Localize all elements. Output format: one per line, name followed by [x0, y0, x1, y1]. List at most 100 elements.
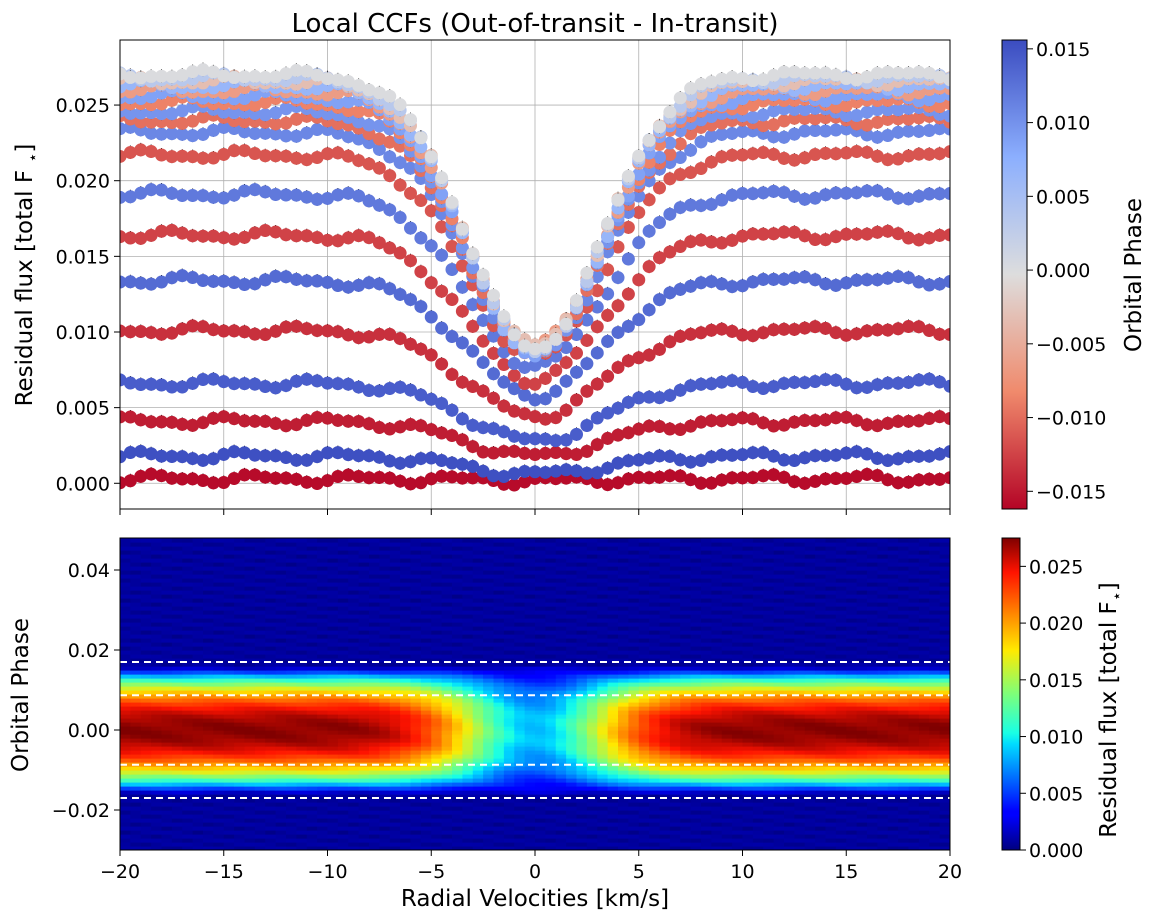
heatmap-cell	[493, 758, 505, 763]
heatmap-cell	[151, 786, 163, 791]
heatmap-cell	[877, 798, 889, 803]
heatmap-cell	[420, 806, 432, 811]
ccf-point	[570, 293, 583, 307]
heatmap-cell	[898, 794, 910, 799]
heatmap-cell	[306, 830, 318, 835]
heatmap-cell	[317, 798, 329, 803]
heatmap-cell	[659, 842, 671, 847]
heatmap-cell	[618, 766, 629, 771]
ccf-point	[912, 320, 926, 334]
heatmap-cell	[638, 806, 650, 811]
heatmap-cell	[254, 842, 266, 847]
heatmap-cell	[628, 762, 640, 767]
heatmap-cell	[524, 794, 536, 799]
heatmap-cell	[586, 810, 598, 815]
heatmap-cell	[503, 830, 515, 835]
heatmap-cell	[130, 770, 142, 775]
ccf-point	[756, 446, 770, 460]
heatmap-cell	[856, 762, 868, 767]
ccf-point	[528, 448, 542, 462]
ccf-point	[798, 321, 812, 335]
heatmap-cell	[244, 830, 256, 835]
heatmap-cell	[898, 758, 910, 763]
heatmap-cell	[586, 774, 598, 779]
heatmap-cell	[659, 766, 671, 771]
heatmap-cell	[400, 786, 412, 791]
heatmap-cell	[140, 802, 152, 807]
heatmap-cell	[369, 814, 380, 819]
heatmap-cell	[296, 842, 308, 847]
heatmap-cell	[369, 786, 380, 791]
heatmap-cell	[420, 802, 432, 807]
ccf-point	[621, 287, 635, 301]
heatmap-cell	[638, 774, 650, 779]
heatmap-cell	[701, 822, 712, 827]
heatmap-cell	[327, 810, 339, 815]
heatmap-cell	[659, 778, 671, 783]
heatmap-cell	[514, 758, 526, 763]
heatmap-cell	[420, 786, 432, 791]
ccf-point	[798, 192, 812, 206]
heatmap-cell	[638, 822, 650, 827]
heatmap-cell	[898, 802, 910, 807]
heatmap-cell	[835, 834, 847, 839]
heatmap-cell	[576, 766, 588, 771]
heatmap-cell	[524, 842, 536, 847]
ccf-point	[777, 130, 791, 144]
heatmap-cell	[555, 786, 567, 791]
heatmap-cell	[846, 826, 858, 831]
heatmap-cell	[244, 794, 256, 799]
ccf-point	[777, 65, 791, 79]
heatmap-cell	[483, 762, 495, 767]
heatmap-cell	[846, 782, 858, 787]
heatmap-cell	[483, 802, 495, 807]
ccf-point	[497, 399, 511, 413]
heatmap-cell	[410, 786, 422, 791]
ccf-point	[767, 419, 781, 433]
heatmap-cell	[887, 830, 899, 835]
heatmap-cell	[171, 798, 183, 803]
heatmap-cell	[628, 810, 640, 815]
heatmap-cell	[369, 782, 380, 787]
heatmap-cell	[815, 838, 827, 843]
ccf-point	[860, 118, 874, 132]
ccf-point	[632, 422, 646, 436]
heatmap-cell	[254, 762, 266, 767]
ccf-point	[393, 420, 407, 434]
ccf-series	[120, 223, 950, 392]
heatmap-cell	[555, 782, 567, 787]
ccf-point	[279, 471, 293, 485]
heatmap-cell	[223, 770, 235, 775]
ccf-point	[736, 328, 749, 342]
heatmap-cell	[566, 758, 578, 763]
ccf-point	[507, 357, 521, 371]
ccf-point	[580, 313, 594, 327]
heatmap-cell	[649, 786, 661, 791]
heatmap-cell	[514, 770, 526, 775]
ccf-point	[787, 475, 801, 489]
heatmap-cell	[732, 846, 744, 850]
heatmap-cell	[701, 806, 712, 811]
ccf-point	[943, 379, 950, 393]
heatmap-cell	[472, 790, 484, 795]
ccf-point	[341, 95, 355, 109]
heatmap-cell	[535, 830, 546, 835]
heatmap-cell	[140, 846, 152, 850]
heatmap-cell	[929, 838, 941, 843]
heatmap-cell	[306, 770, 318, 775]
heatmap-cell	[939, 842, 950, 847]
heatmap-cell	[555, 830, 567, 835]
heatmap-cell	[576, 798, 588, 803]
ccf-point	[518, 464, 532, 478]
ccf-point	[850, 144, 864, 158]
heatmap-cell	[711, 782, 723, 787]
heatmap-cell	[296, 826, 308, 831]
ccf-point	[611, 325, 625, 339]
heatmap-cell	[711, 826, 723, 831]
ccf-point	[269, 471, 283, 485]
ccf-point	[175, 380, 189, 394]
heatmap-cell	[514, 814, 526, 819]
ccf-point	[144, 70, 158, 84]
heatmap-cell	[452, 818, 463, 823]
heatmap-cell	[680, 782, 692, 787]
